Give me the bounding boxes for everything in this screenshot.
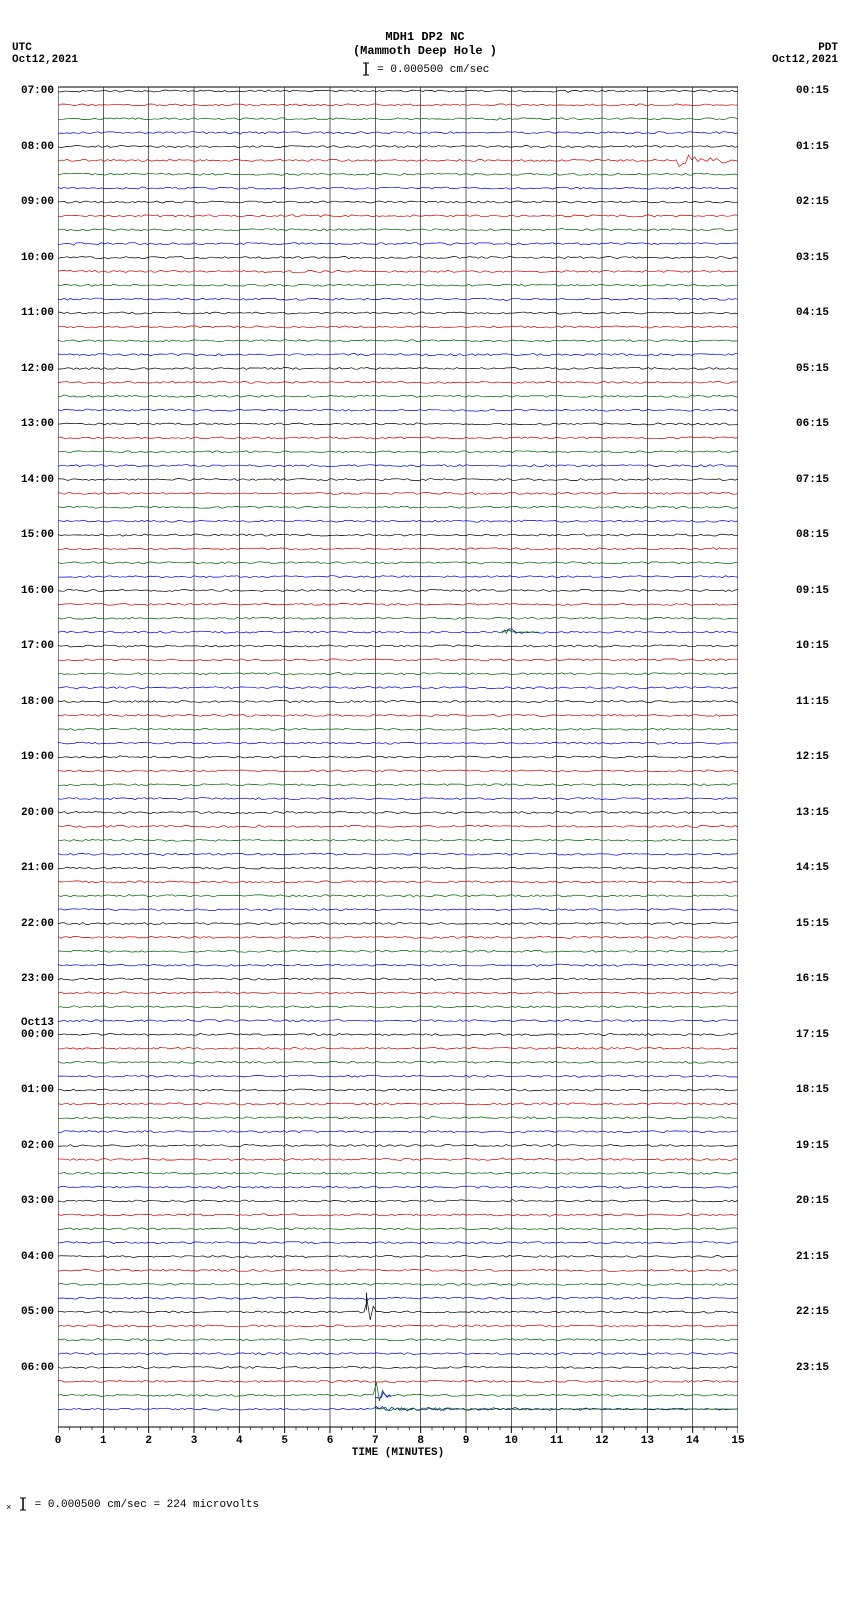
- x-tick-label: 9: [454, 1435, 478, 1447]
- x-tick-label: 13: [635, 1435, 659, 1447]
- hour-label: 09:15: [796, 585, 829, 597]
- hour-label: 08:00: [21, 141, 54, 153]
- hour-label: 14:00: [21, 474, 54, 486]
- hour-label: 05:15: [796, 363, 829, 375]
- x-tick-label: 10: [499, 1435, 523, 1447]
- hour-label: 23:15: [796, 1362, 829, 1374]
- hour-label: 06:15: [796, 418, 829, 430]
- x-tick-label: 0: [46, 1435, 70, 1447]
- hour-label: 12:00: [21, 363, 54, 375]
- x-tick-label: 15: [726, 1435, 750, 1447]
- hour-label: 20:00: [21, 807, 54, 819]
- hour-label: 16:00: [21, 585, 54, 597]
- hour-label: 15:00: [21, 529, 54, 541]
- hour-label: 11:00: [21, 307, 54, 319]
- x-tick-label: 7: [363, 1435, 387, 1447]
- hour-label: 14:15: [796, 862, 829, 874]
- hour-label: 18:15: [796, 1084, 829, 1096]
- seismogram-plot: 07:00 08:00 09:00 10:00 11:00 12:00 13:00 14:00…: [0, 85, 850, 1467]
- hour-label: 13:15: [796, 807, 829, 819]
- left-timezone: UTC Oct12,2021: [12, 42, 78, 66]
- hour-label: 02:15: [796, 196, 829, 208]
- hour-label: 05:00: [21, 1306, 54, 1318]
- hour-label: 03:15: [796, 252, 829, 264]
- x-tick-label: 2: [137, 1435, 161, 1447]
- x-axis-title: TIME (MINUTES): [298, 1447, 498, 1459]
- hour-label: 03:00: [21, 1195, 54, 1207]
- x-tick-label: 12: [590, 1435, 614, 1447]
- hour-label: 18:00: [21, 696, 54, 708]
- tz-label: UTC: [12, 42, 78, 54]
- seismogram-canvas: [58, 85, 738, 1467]
- footer-text: = 0.000500 cm/sec = 224 microvolts: [35, 1499, 259, 1511]
- x-tick-label: 8: [409, 1435, 433, 1447]
- hour-label: 21:00: [21, 862, 54, 874]
- hour-label: 17:00: [21, 640, 54, 652]
- hour-label: 12:15: [796, 751, 829, 763]
- x-tick-label: 6: [318, 1435, 342, 1447]
- scale-indicator: = 0.000500 cm/sec: [0, 62, 850, 76]
- station-title: MDH1 DP2 NC: [0, 30, 850, 44]
- x-tick-label: 5: [273, 1435, 297, 1447]
- tz-date: Oct12,2021: [772, 54, 838, 66]
- x-tick-label: 3: [182, 1435, 206, 1447]
- hour-label: 10:00: [21, 252, 54, 264]
- hour-label: 02:00: [21, 1140, 54, 1152]
- tz-date: Oct12,2021: [12, 54, 78, 66]
- hour-label: 22:15: [796, 1306, 829, 1318]
- hour-label: 00:00: [21, 1029, 54, 1041]
- x-tick-label: 1: [91, 1435, 115, 1447]
- x-tick-label: 14: [681, 1435, 705, 1447]
- hour-label: 01:15: [796, 141, 829, 153]
- hour-label: 08:15: [796, 529, 829, 541]
- hour-label: 09:00: [21, 196, 54, 208]
- hour-label: 20:15: [796, 1195, 829, 1207]
- tz-label: PDT: [772, 42, 838, 54]
- hour-label: 15:15: [796, 918, 829, 930]
- hour-label: 04:15: [796, 307, 829, 319]
- hour-label: 01:00: [21, 1084, 54, 1096]
- hour-label: 04:00: [21, 1251, 54, 1263]
- hour-label: 07:15: [796, 474, 829, 486]
- x-tick-label: 11: [545, 1435, 569, 1447]
- hour-label: 23:00: [21, 973, 54, 985]
- hour-label: Oct13: [21, 1017, 54, 1029]
- hour-label: 22:00: [21, 918, 54, 930]
- hour-label: 19:15: [796, 1140, 829, 1152]
- hour-label: 17:15: [796, 1029, 829, 1041]
- hour-label: 07:00: [21, 85, 54, 97]
- hour-label: 06:00: [21, 1362, 54, 1374]
- scale-text: = 0.000500 cm/sec: [377, 64, 489, 76]
- hour-label: 16:15: [796, 973, 829, 985]
- hour-label: 10:15: [796, 640, 829, 652]
- x-tick-label: 4: [227, 1435, 251, 1447]
- hour-label: 13:00: [21, 418, 54, 430]
- right-timezone: PDT Oct12,2021: [772, 42, 838, 66]
- station-subtitle: (Mammoth Deep Hole ): [0, 44, 850, 58]
- hour-label: 21:15: [796, 1251, 829, 1263]
- hour-label: 11:15: [796, 696, 829, 708]
- chart-header: UTC Oct12,2021 PDT Oct12,2021 MDH1 DP2 N…: [0, 0, 850, 85]
- hour-label: 00:15: [796, 85, 829, 97]
- hour-label: 19:00: [21, 751, 54, 763]
- footer-scale: × = 0.000500 cm/sec = 224 microvolts: [6, 1497, 259, 1513]
